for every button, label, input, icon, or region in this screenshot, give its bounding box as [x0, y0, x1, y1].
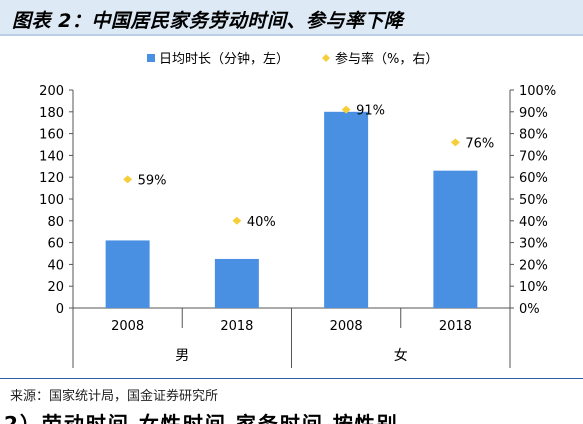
y-right-tick-label: 20% — [519, 258, 548, 273]
title-bar: 图表 2：中国居民家务劳动时间、参与率下降 — [0, 0, 583, 36]
y-left-tick-label: 60 — [47, 237, 64, 252]
y-left-tick-label: 20 — [47, 280, 64, 295]
plot-area: 0 20 40 60 80 100 120 140 160 180 200 0% 10% 20% 30% 40… — [39, 84, 556, 368]
y-right-tick-label: 60% — [519, 171, 548, 186]
legend-bar-label: 日均时长（分钟，左） — [159, 51, 289, 67]
scatter-point — [232, 216, 242, 225]
x-group-label: 男 — [175, 348, 189, 364]
y-right-tick-label: 70% — [519, 149, 548, 164]
bar — [324, 111, 369, 308]
scatter-point — [123, 175, 133, 184]
y-left-tick-label: 120 — [39, 171, 64, 186]
y-left-tick-label: 200 — [39, 84, 64, 99]
y-right-tick-label: 80% — [519, 128, 548, 143]
data-label: 40% — [247, 215, 276, 230]
footer-text: 2）劳动时间 女性时间 家务时间 按性别 — [4, 412, 399, 424]
y-right-tick-label: 90% — [519, 106, 548, 121]
y-left-tick-label: 40 — [47, 258, 64, 273]
bar — [214, 258, 259, 308]
y-left-tick-label: 100 — [39, 193, 64, 208]
source-divider — [0, 378, 583, 379]
data-label: 59% — [138, 173, 167, 188]
legend-bar-swatch — [147, 54, 155, 62]
y-right-tick-label: 50% — [519, 193, 548, 208]
x-tick-label: 2008 — [330, 319, 363, 334]
x-group-label: 女 — [394, 347, 408, 364]
data-label: 76% — [465, 136, 494, 151]
source-note: 来源：国家统计局，国金证券研究所 — [10, 389, 219, 404]
scatter-point — [450, 138, 460, 147]
y-right-tick-label: 10% — [519, 280, 548, 295]
x-tick-label: 2018 — [220, 319, 253, 334]
legend-diamond-marker — [322, 54, 330, 62]
footer-fragment: 2）劳动时间 女性时间 家务时间 按性别 — [0, 406, 583, 424]
y-left-tick-label: 0 — [56, 302, 64, 317]
bar — [105, 240, 150, 308]
legend-scatter-label: 参与率（%，右） — [335, 51, 438, 67]
y-left-tick-label: 140 — [39, 149, 64, 164]
y-left-tick-label: 180 — [39, 106, 64, 121]
y-left-tick-label: 160 — [39, 128, 64, 143]
x-tick-label: 2008 — [111, 319, 144, 334]
legend: 日均时长（分钟，左） 参与率（%，右） — [147, 51, 438, 67]
y-left-tick-label: 80 — [47, 215, 64, 230]
scatter-point — [341, 105, 351, 114]
data-label: 91% — [356, 104, 385, 119]
bar — [433, 170, 478, 308]
y-right-tick-label: 100% — [519, 84, 556, 99]
y-right-tick-label: 30% — [519, 237, 548, 252]
y-right-tick-label: 40% — [519, 215, 548, 230]
y-right-tick-label: 0% — [519, 302, 540, 317]
x-tick-label: 2018 — [439, 319, 472, 334]
chart: 日均时长（分钟，左） 参与率（%，右） 0 20 40 60 80 100 120 140 16… — [39, 51, 556, 368]
figure-title: 图表 2：中国居民家务劳动时间、参与率下降 — [12, 10, 404, 32]
